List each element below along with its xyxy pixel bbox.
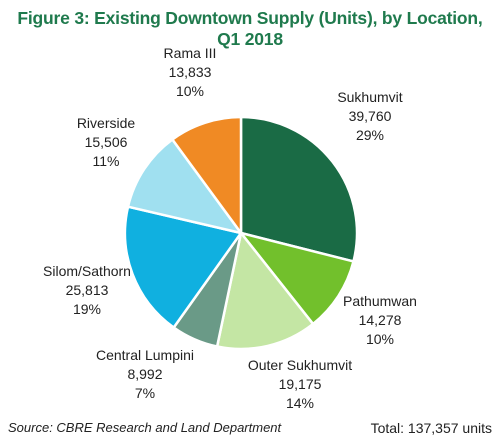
pie-slice-sukhumvit [239,115,359,263]
label-value: 19,175 [278,376,322,392]
label-percent: 14% [285,395,315,411]
label-name: Central Lumpini [95,347,195,363]
label-percent: 29% [355,127,385,143]
label-percent: 7% [134,385,156,401]
pie-slice-riverside [126,138,243,235]
label-name: Outer Sukhumvit [247,357,353,373]
label-name: Sukhumvit [337,89,403,105]
label-value: 15,506 [84,134,128,150]
pie-slice-pathumwan [239,231,355,326]
label-outer-sukhumvit: Outer Sukhumvit 19,175 14% [240,356,360,413]
label-value: 25,813 [65,282,109,298]
label-percent: 19% [72,301,102,317]
label-value: 8,992 [127,366,163,382]
pie-slice-outer-sukhumvit [215,231,315,351]
label-value: 13,833 [168,64,212,80]
label-name: Riverside [76,115,136,131]
label-central-lumpini: Central Lumpini 8,992 7% [90,346,200,403]
pie-slice-rama-iii [171,115,243,235]
label-pathumwan: Pathumwan 14,278 10% [340,292,420,349]
label-rama-iii: Rama III 13,833 10% [150,44,230,101]
total-units: Total: 137,357 units [370,420,492,436]
label-name: Pathumwan [343,293,417,309]
pie-slice-silom-sathorn [123,205,243,329]
label-riverside: Riverside 15,506 11% [66,114,146,171]
label-value: 39,760 [348,108,392,124]
label-sukhumvit: Sukhumvit 39,760 29% [330,88,410,145]
source-note: Source: CBRE Research and Land Departmen… [8,420,282,435]
chart-title: Figure 3: Existing Downtown Supply (Unit… [17,8,483,49]
label-percent: 11% [92,153,120,169]
label-percent: 10% [175,83,205,99]
label-name: Rama III [163,45,217,61]
label-value: 14,278 [358,312,402,328]
label-name: Silom/Sathorn [43,263,131,279]
label-silom-sathorn: Silom/Sathorn 25,813 19% [32,262,142,319]
label-percent: 10% [365,331,395,347]
